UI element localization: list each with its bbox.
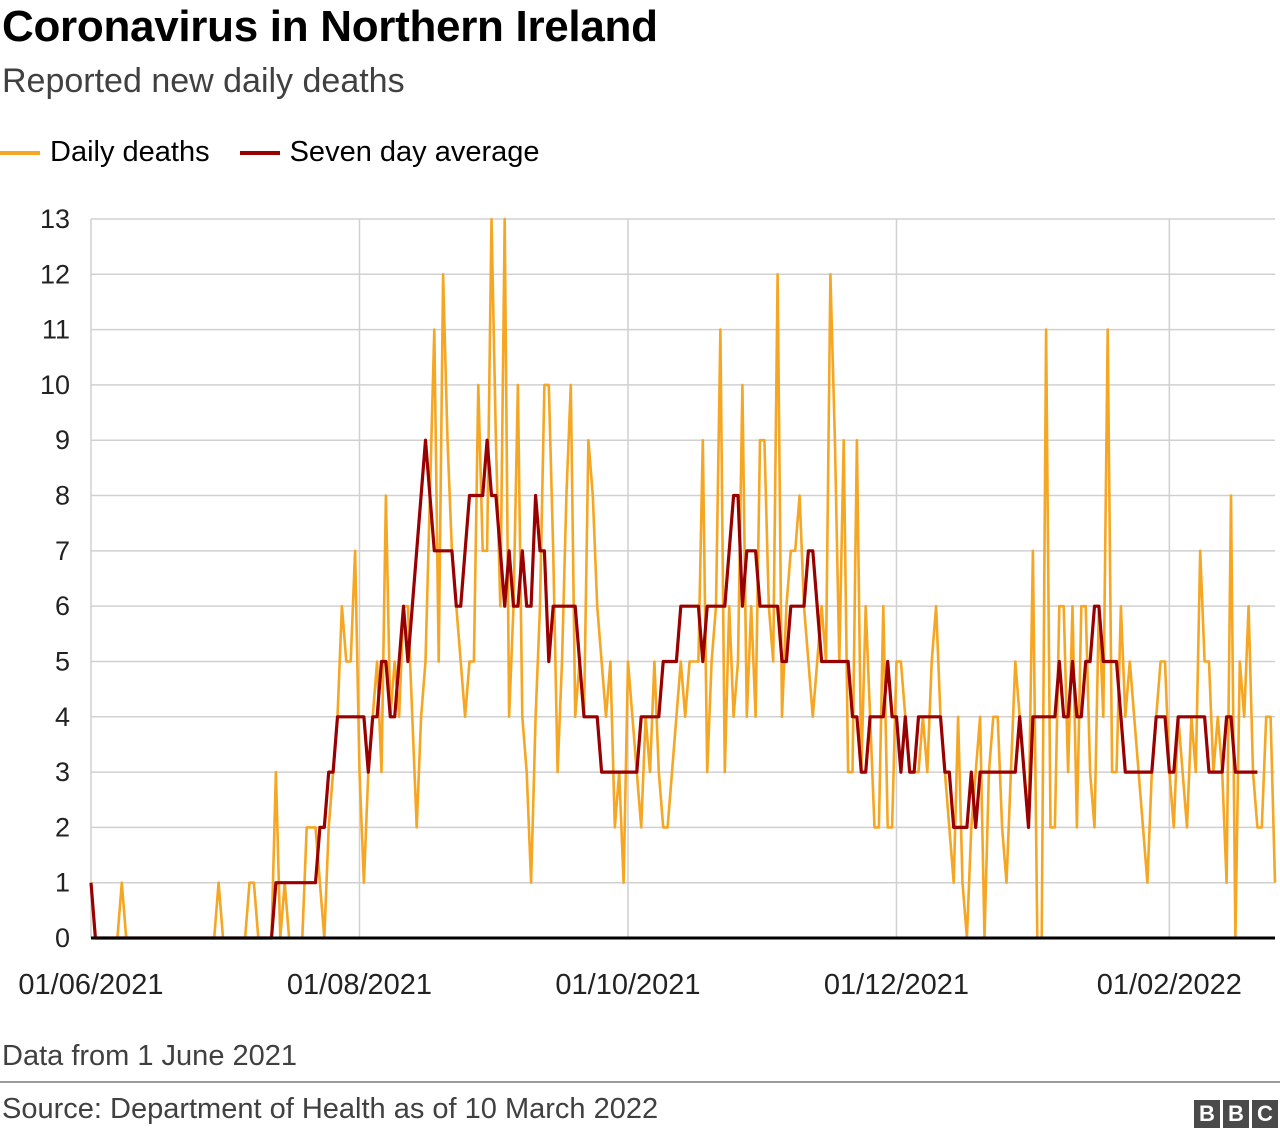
- seven-day-average-line: [89, 438, 1258, 940]
- x-tick-label: 01/06/2021: [18, 969, 163, 1000]
- y-tick-label: 2: [55, 812, 70, 842]
- legend-item-seven-day-average: Seven day average: [239, 136, 540, 169]
- legend-item-daily-deaths: Daily deaths: [0, 136, 210, 169]
- source-text: Source: Department of Health as of 10 Ma…: [2, 1093, 659, 1125]
- x-tick-label: 01/02/2022: [1097, 969, 1242, 1000]
- legend-swatch-daily-deaths: [0, 150, 40, 155]
- y-tick-label: 3: [55, 757, 70, 787]
- bbc-logo: B B C: [1191, 1100, 1278, 1128]
- chart-legend: Daily deaths Seven day average: [0, 136, 570, 169]
- legend-swatch-seven-day-average: [239, 150, 280, 155]
- daily-deaths-line: [89, 217, 1277, 940]
- y-tick-label: 9: [55, 425, 70, 455]
- chart-note: Data from 1 June 2021: [2, 1040, 298, 1072]
- legend-label-daily-deaths: Daily deaths: [50, 136, 210, 168]
- y-tick-label: 8: [55, 481, 70, 511]
- y-tick-label: 4: [55, 702, 70, 732]
- y-tick-label: 7: [55, 536, 70, 566]
- y-tick-label: 5: [55, 646, 70, 676]
- series-lines: [89, 217, 1277, 940]
- x-tick-label: 01/12/2021: [824, 969, 969, 1000]
- x-tick-label: 01/08/2021: [287, 969, 432, 1000]
- gridlines: [90, 218, 1275, 938]
- chart-subtitle: Reported new daily deaths: [2, 62, 405, 100]
- bbc-logo-letter: C: [1252, 1100, 1278, 1128]
- x-axis-ticks: 01/06/2021 01/08/2021 01/10/2021 01/12/2021…: [18, 969, 1242, 1000]
- legend-label-seven-day-average: Seven day average: [289, 136, 540, 168]
- footer-divider: [0, 1081, 1280, 1083]
- y-tick-label: 1: [55, 868, 70, 898]
- y-tick-label: 6: [55, 591, 70, 621]
- y-tick-label: 10: [40, 370, 70, 400]
- y-tick-label: 11: [42, 315, 70, 345]
- bbc-logo-letter: B: [1194, 1100, 1220, 1128]
- y-tick-label: 13: [40, 204, 70, 234]
- y-tick-label: 12: [40, 259, 70, 289]
- x-tick-label: 01/10/2021: [555, 969, 700, 1000]
- y-tick-label: 0: [55, 923, 70, 953]
- bbc-logo-letter: B: [1223, 1100, 1249, 1128]
- chart-title: Coronavirus in Northern Ireland: [2, 2, 658, 51]
